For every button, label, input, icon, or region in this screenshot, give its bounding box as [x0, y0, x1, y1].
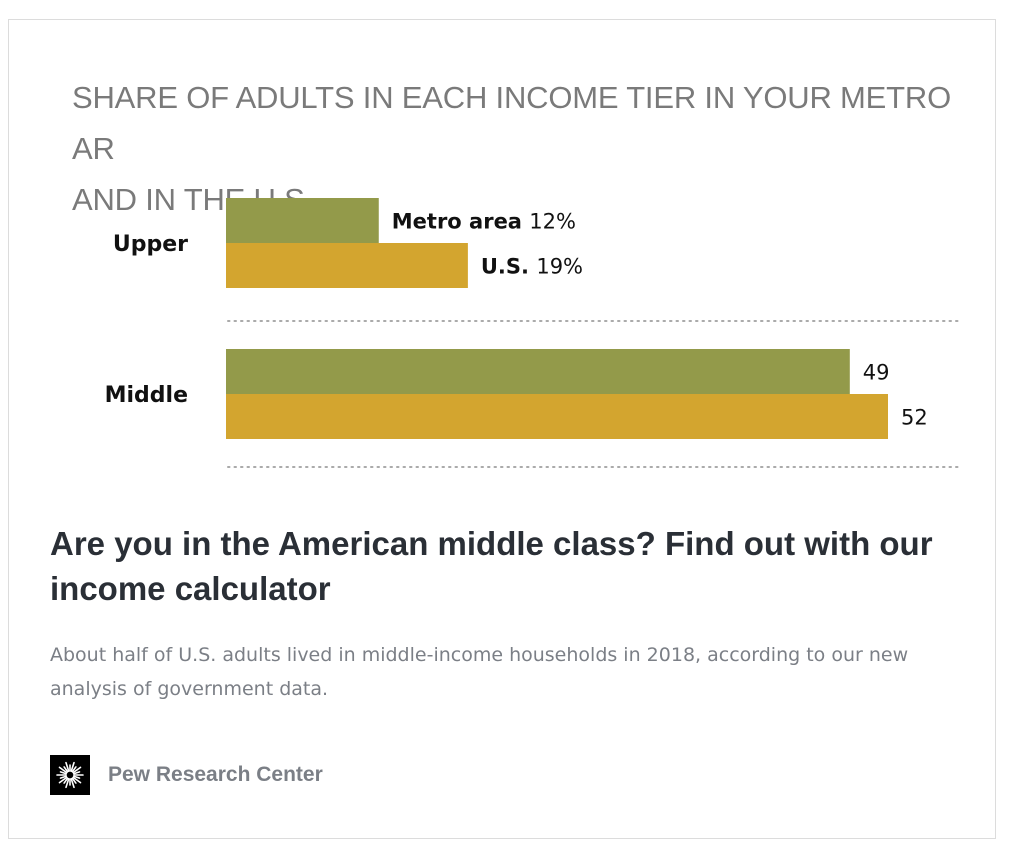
bar-chart: Upper Metro area 12% U.S. 19% Middle 49 52	[105, 198, 959, 468]
pew-sunburst-icon	[50, 755, 90, 795]
category-label-upper: Upper	[113, 232, 188, 257]
value-label-middle-metro: 49	[863, 361, 890, 385]
bar-middle-us	[226, 394, 888, 439]
source-attribution[interactable]: Pew Research Center	[50, 755, 323, 795]
article-headline[interactable]: Are you in the American middle class? Fi…	[50, 525, 933, 607]
category-label-middle: Middle	[105, 383, 188, 408]
bar-middle-metro	[226, 349, 850, 394]
article-description: About half of U.S. adults lived in middl…	[50, 644, 909, 700]
source-name: Pew Research Center	[108, 763, 323, 786]
value-label-upper-metro: Metro area 12%	[392, 210, 576, 234]
value-label-upper-us: U.S. 19%	[481, 255, 583, 279]
bar-upper-metro	[226, 198, 379, 243]
value-label-middle-us: 52	[901, 406, 928, 430]
bar-upper-us	[226, 243, 468, 288]
